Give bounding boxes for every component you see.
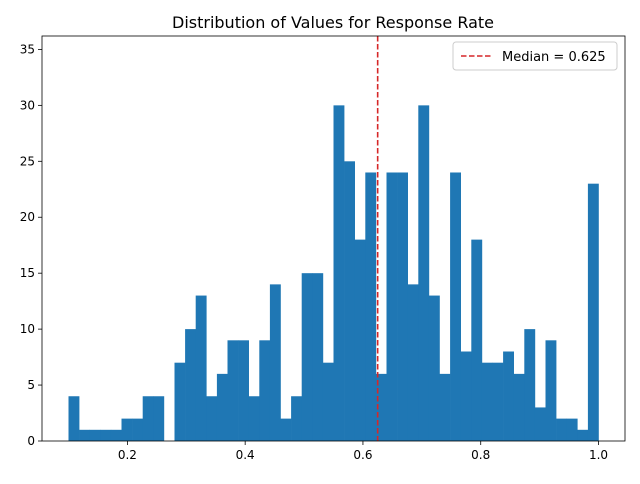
histogram-bar: [142, 396, 154, 441]
histogram-bar: [259, 340, 271, 441]
y-tick-label: 35: [20, 42, 35, 56]
histogram-bar: [524, 329, 536, 441]
y-tick-label: 15: [20, 266, 35, 280]
x-tick-label: 0.4: [236, 448, 255, 462]
histogram-bar: [100, 429, 112, 441]
y-tick-label: 5: [27, 378, 35, 392]
histogram-bar: [428, 295, 440, 441]
histogram-bar: [492, 362, 504, 441]
histogram-bar: [248, 396, 260, 441]
histogram-bar: [471, 239, 483, 441]
legend-box: [452, 41, 618, 71]
histogram-bar: [354, 239, 366, 441]
histogram-bar: [545, 340, 557, 441]
histogram-bar: [269, 284, 281, 441]
histogram-bar: [344, 161, 355, 442]
histogram-bar: [587, 183, 599, 441]
histogram-bar: [216, 373, 228, 441]
histogram-bar: [301, 273, 313, 441]
histogram-bar: [577, 429, 589, 441]
axes: 0.2 0.4 0.6 0.8 1.0 0 5 10 15 20 25 30 35: [20, 35, 626, 462]
histogram-bar: [195, 295, 207, 441]
histogram-bar: [365, 172, 377, 442]
histogram-bar: [132, 418, 143, 441]
histogram-bar: [534, 407, 546, 441]
y-tick-label: 25: [20, 154, 35, 168]
histogram-bar: [79, 429, 90, 441]
histogram-bar: [450, 172, 461, 442]
histogram-bar: [566, 418, 578, 441]
x-tick-label: 0.2: [118, 448, 137, 462]
x-tick-label: 1.0: [589, 448, 608, 462]
x-tick-label: 0.6: [353, 448, 372, 462]
histogram-bar: [397, 172, 408, 442]
histogram-bar: [89, 429, 101, 441]
y-tick-label: 30: [20, 98, 35, 112]
plot-frame: [41, 35, 626, 442]
histogram-bar: [291, 396, 302, 441]
histogram-bar: [153, 396, 165, 441]
histogram-bar: [460, 351, 472, 441]
histogram-bar: [513, 373, 525, 441]
histogram-bar: [386, 172, 398, 442]
histogram-bar: [121, 418, 133, 441]
histogram-bars: [68, 105, 599, 442]
histogram-bar: [418, 105, 430, 442]
histogram-bar: [280, 418, 292, 441]
histogram-bar: [503, 351, 514, 441]
histogram-bar: [110, 429, 122, 441]
histogram-bar: [556, 418, 567, 441]
chart-title: Distribution of Values for Response Rate: [172, 13, 494, 32]
histogram-bar: [68, 396, 80, 441]
x-tick-label: 0.8: [471, 448, 490, 462]
histogram-bar: [322, 362, 334, 441]
histogram-bar: [333, 105, 345, 442]
y-tick-label: 20: [20, 210, 35, 224]
histogram-bar: [174, 362, 186, 441]
y-tick-label: 10: [20, 322, 35, 336]
histogram-bar: [227, 340, 239, 441]
histogram-bar: [185, 329, 196, 441]
legend-median-label: Median = 0.625: [502, 50, 606, 65]
histogram-bar: [375, 373, 387, 441]
histogram-bar: [312, 273, 324, 441]
histogram-bar: [206, 396, 218, 441]
histogram-bar: [481, 362, 493, 441]
histogram-bar: [407, 284, 419, 441]
histogram-bar: [439, 373, 451, 441]
histogram-bar: [238, 340, 249, 441]
legend: Median = 0.625: [452, 41, 618, 71]
y-tick-label: 0: [27, 434, 35, 448]
